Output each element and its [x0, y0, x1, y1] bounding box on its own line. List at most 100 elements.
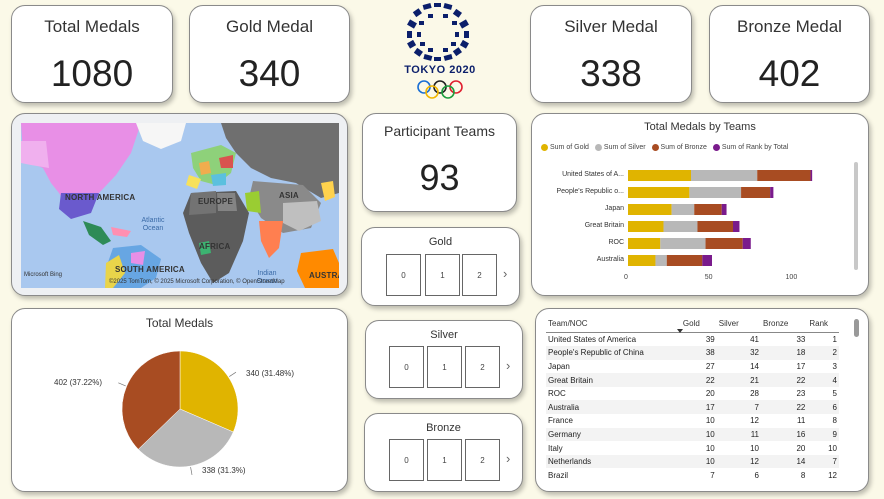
pie-slice-gold[interactable]: [179, 350, 239, 433]
bar-segment[interactable]: [691, 170, 758, 181]
map-brand: Microsoft Bing: [24, 272, 63, 278]
tokyo-2020-logo: TOKYO 2020: [395, 2, 485, 102]
cell-team: ROC: [548, 389, 566, 399]
silver-slicer-title: Silver: [430, 329, 458, 341]
bar-segment[interactable]: [733, 221, 740, 232]
cell-bronze: 23: [796, 389, 806, 399]
bronze-slicer-option[interactable]: 0: [389, 439, 424, 481]
table-row[interactable]: Netherlands 10 12 14 7: [546, 454, 839, 469]
bronze-slicer: Bronze 0 1 2 ›: [364, 413, 523, 492]
table-row[interactable]: United States of America 39 41 33 1: [546, 333, 839, 347]
legend-item-gold[interactable]: Sum of Gold: [541, 144, 589, 151]
bronze-medal-title: Bronze Medal: [737, 17, 842, 36]
table-row[interactable]: Great Britain 22 21 22 4: [546, 373, 839, 387]
table-row[interactable]: Japan 27 14 17 3: [546, 360, 839, 374]
bar-category-label: Great Britain: [584, 222, 624, 229]
cell-team: United States of America: [548, 335, 637, 345]
cell-silver: 32: [716, 346, 761, 360]
pie-leader-line: [229, 371, 237, 377]
cell-silver: 28: [750, 389, 759, 399]
cell-gold: 10: [680, 454, 717, 469]
gold-slicer-option[interactable]: 0: [386, 254, 421, 296]
cell-team: People's Republic of China: [546, 346, 681, 360]
participant-teams-value: 93: [419, 157, 460, 198]
column-header-bronze[interactable]: Bronze: [761, 317, 808, 333]
table-row[interactable]: France 10 12 11 8: [546, 414, 839, 428]
column-header-gold[interactable]: Gold: [680, 317, 717, 333]
legend-dot-silver: [594, 144, 602, 151]
bar-segment[interactable]: [705, 238, 743, 249]
table-scrollbar[interactable]: [854, 319, 859, 337]
bar-segment[interactable]: [663, 221, 698, 232]
bronze-slicer-title: Bronze: [426, 422, 461, 434]
cell-bronze: 22: [761, 400, 808, 415]
silver-medal-card: Silver Medal 338: [530, 5, 692, 103]
cell-team: Great Britain: [546, 373, 681, 387]
chevron-right-icon[interactable]: ›: [506, 451, 511, 466]
table-row[interactable]: Brazil 7 6 8 12: [546, 468, 839, 482]
legend-item-rank[interactable]: Sum of Rank by Total: [712, 144, 788, 151]
bar-segment[interactable]: [666, 255, 703, 266]
bar-segment[interactable]: [628, 238, 661, 249]
cell-rank: 10: [828, 443, 837, 453]
bar-segment[interactable]: [628, 204, 672, 215]
bar-segment[interactable]: [721, 204, 727, 215]
bronze-slicer-option[interactable]: 1: [427, 439, 462, 481]
bronze-slicer-option[interactable]: 2: [465, 439, 500, 481]
chevron-right-icon[interactable]: ›: [506, 358, 511, 373]
bar-segment[interactable]: [702, 255, 712, 266]
column-header-team[interactable]: Team/NOC: [546, 317, 681, 333]
chevron-right-icon[interactable]: ›: [503, 266, 508, 281]
table-row[interactable]: Germany 10 11 16 9: [546, 427, 839, 442]
table-row[interactable]: Italy 10 10 20 10: [546, 441, 839, 455]
legend-label: Sum of Bronze: [660, 144, 707, 151]
cell-silver: 7: [716, 400, 761, 415]
table-row[interactable]: Australia 17 7 22 6: [546, 400, 839, 415]
cell-silver: 14: [750, 361, 759, 371]
cell-silver: 21: [716, 373, 761, 387]
column-header-silver[interactable]: Silver: [716, 317, 761, 333]
bar-segment[interactable]: [628, 170, 691, 181]
table-row[interactable]: People's Republic of China 38 32 18 2: [546, 346, 839, 360]
bar-segment[interactable]: [757, 170, 811, 181]
pie-slice-silver[interactable]: [137, 408, 234, 468]
bar-segment[interactable]: [628, 255, 656, 266]
gold-slicer-option[interactable]: 2: [462, 254, 497, 296]
bar-segment[interactable]: [697, 221, 733, 232]
silver-slicer-option[interactable]: 1: [427, 346, 462, 388]
cell-silver: 41: [750, 335, 759, 345]
bar-category-label: ROC: [608, 239, 624, 246]
cell-bronze: 20: [796, 443, 806, 453]
silver-slicer-option[interactable]: 0: [389, 346, 424, 388]
x-tick-label: 100: [785, 274, 798, 281]
legend-dot-gold: [541, 144, 548, 151]
cell-bronze: 14: [761, 454, 808, 469]
cell-bronze: 16: [761, 427, 808, 442]
cell-rank: 7: [807, 454, 839, 469]
cell-silver: 12: [750, 416, 759, 426]
bar-segment[interactable]: [628, 221, 664, 232]
bar-chart-scrollbar[interactable]: [854, 162, 858, 270]
bar-segment[interactable]: [671, 204, 695, 215]
silver-slicer-option[interactable]: 2: [465, 346, 500, 388]
world-map[interactable]: NORTH AMERICA EUROPE ASIA AFRICA SOUTH A…: [21, 123, 339, 288]
legend-item-bronze[interactable]: Sum of Bronze: [651, 144, 707, 151]
bar-segment[interactable]: [660, 238, 706, 249]
bar-segment[interactable]: [810, 170, 813, 181]
bar-segment[interactable]: [628, 187, 690, 198]
bar-segment[interactable]: [741, 187, 771, 198]
gold-slicer-option[interactable]: 1: [425, 254, 460, 296]
bar-segment[interactable]: [770, 187, 774, 198]
table-row[interactable]: ROC 20 28 23 5: [546, 387, 839, 401]
bar-segment[interactable]: [742, 238, 751, 249]
cell-team: Australia: [546, 400, 681, 415]
bar-segment[interactable]: [694, 204, 722, 215]
bar-category-label: Japan: [604, 205, 624, 212]
pie-slice-bronze[interactable]: [121, 350, 181, 450]
legend-item-silver[interactable]: Sum of Silver: [594, 144, 646, 151]
column-header-rank[interactable]: Rank: [807, 317, 839, 333]
bar-segment[interactable]: [689, 187, 742, 198]
cell-team: Japan: [548, 361, 570, 371]
sort-desc-icon[interactable]: [677, 329, 683, 333]
bar-segment[interactable]: [655, 255, 667, 266]
